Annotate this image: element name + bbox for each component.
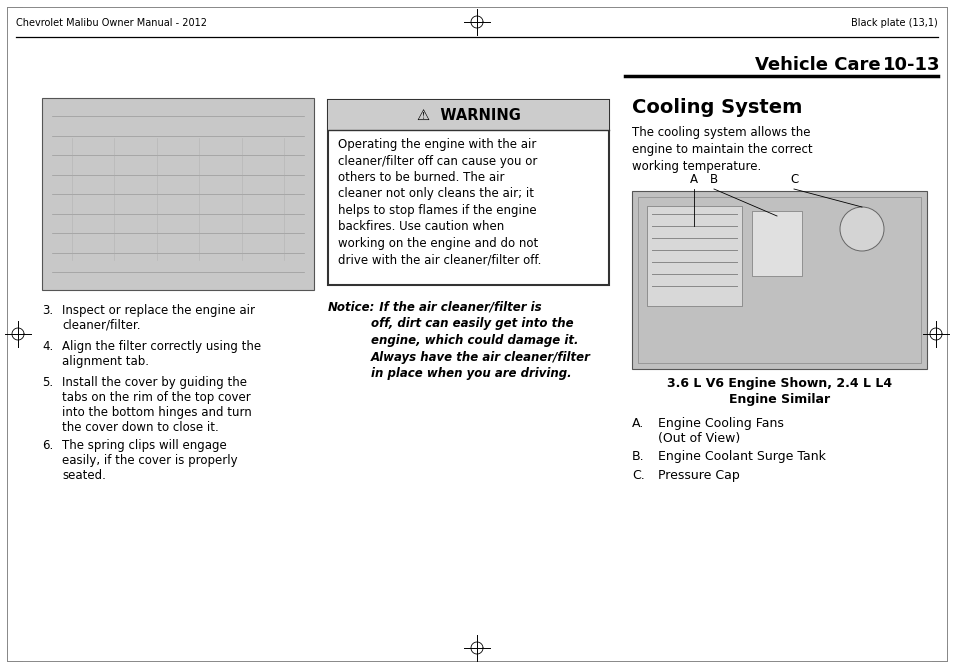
Text: Pressure Cap: Pressure Cap bbox=[658, 469, 739, 482]
Text: ⚠  WARNING: ⚠ WARNING bbox=[416, 108, 520, 122]
Text: 5.: 5. bbox=[42, 376, 53, 389]
Text: 10-13: 10-13 bbox=[882, 56, 940, 74]
Text: B.: B. bbox=[631, 450, 644, 463]
Bar bbox=[751, 211, 801, 276]
Text: 6.: 6. bbox=[42, 439, 53, 452]
Bar bbox=[638, 197, 920, 363]
Text: Black plate (13,1): Black plate (13,1) bbox=[850, 18, 937, 28]
Text: Operating the engine with the air
cleaner/filter off can cause you or
others to : Operating the engine with the air cleane… bbox=[337, 138, 540, 267]
Text: C.: C. bbox=[631, 469, 644, 482]
Text: 3.6 L V6 Engine Shown, 2.4 L L4: 3.6 L V6 Engine Shown, 2.4 L L4 bbox=[666, 377, 891, 390]
Text: Cooling System: Cooling System bbox=[631, 98, 801, 117]
Text: A: A bbox=[689, 173, 698, 186]
Bar bbox=[646, 206, 741, 306]
Text: A.: A. bbox=[631, 417, 643, 430]
Bar bbox=[42, 98, 314, 290]
Text: Inspect or replace the engine air
cleaner/filter.: Inspect or replace the engine air cleane… bbox=[62, 304, 254, 332]
Text: Install the cover by guiding the
tabs on the rim of the top cover
into the botto: Install the cover by guiding the tabs on… bbox=[62, 376, 252, 434]
Bar bbox=[631, 191, 926, 369]
Text: If the air cleaner/filter is
off, dirt can easily get into the
engine, which cou: If the air cleaner/filter is off, dirt c… bbox=[371, 301, 590, 380]
Text: C: C bbox=[789, 173, 798, 186]
Text: Notice:: Notice: bbox=[328, 301, 375, 314]
Bar bbox=[328, 100, 608, 285]
Bar bbox=[328, 100, 608, 130]
Text: Engine Similar: Engine Similar bbox=[728, 393, 829, 406]
Text: Engine Coolant Surge Tank: Engine Coolant Surge Tank bbox=[658, 450, 825, 463]
Text: The spring clips will engage
easily, if the cover is properly
seated.: The spring clips will engage easily, if … bbox=[62, 439, 237, 482]
Text: Engine Cooling Fans
(Out of View): Engine Cooling Fans (Out of View) bbox=[658, 417, 783, 445]
Text: B: B bbox=[709, 173, 718, 186]
Text: 3.: 3. bbox=[42, 304, 53, 317]
Text: Chevrolet Malibu Owner Manual - 2012: Chevrolet Malibu Owner Manual - 2012 bbox=[16, 18, 207, 28]
Text: 4.: 4. bbox=[42, 340, 53, 353]
Text: Align the filter correctly using the
alignment tab.: Align the filter correctly using the ali… bbox=[62, 340, 261, 368]
Text: The cooling system allows the
engine to maintain the correct
working temperature: The cooling system allows the engine to … bbox=[631, 126, 812, 173]
Circle shape bbox=[840, 207, 883, 251]
Text: Vehicle Care: Vehicle Care bbox=[754, 56, 880, 74]
